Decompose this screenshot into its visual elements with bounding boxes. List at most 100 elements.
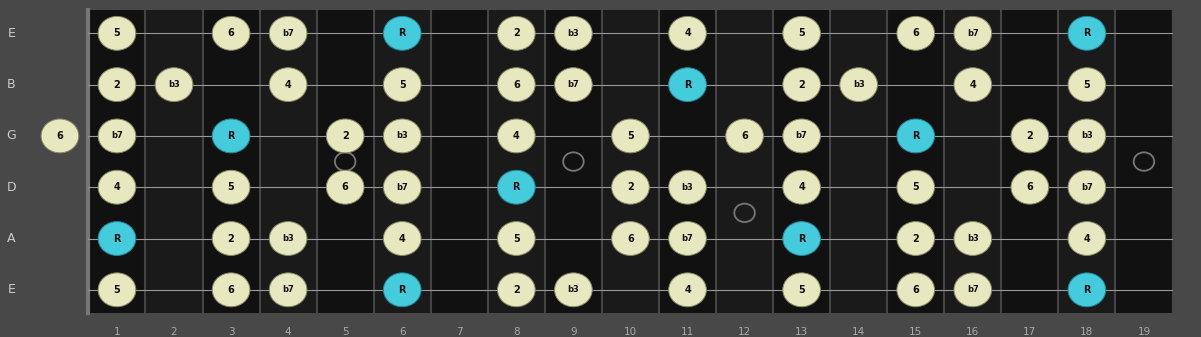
Text: 4: 4 bbox=[799, 182, 805, 192]
Text: 6: 6 bbox=[56, 131, 64, 141]
Text: 4: 4 bbox=[285, 80, 292, 90]
Text: 5: 5 bbox=[627, 131, 634, 141]
Text: 6: 6 bbox=[913, 285, 919, 295]
Text: b7: b7 bbox=[967, 285, 979, 294]
Ellipse shape bbox=[1068, 119, 1106, 153]
Ellipse shape bbox=[213, 17, 250, 50]
Text: 9: 9 bbox=[570, 327, 576, 337]
Ellipse shape bbox=[1068, 68, 1106, 101]
Ellipse shape bbox=[1011, 119, 1048, 153]
Ellipse shape bbox=[783, 273, 820, 307]
Text: 5: 5 bbox=[799, 285, 805, 295]
Text: R: R bbox=[513, 182, 520, 192]
Text: b3: b3 bbox=[568, 29, 579, 38]
Text: 5: 5 bbox=[513, 234, 520, 244]
Ellipse shape bbox=[783, 170, 820, 204]
Text: R: R bbox=[1083, 285, 1091, 295]
Text: 13: 13 bbox=[795, 327, 808, 337]
Text: R: R bbox=[912, 131, 920, 141]
Text: 15: 15 bbox=[909, 327, 922, 337]
Bar bbox=[145, 10, 203, 313]
Text: 2: 2 bbox=[799, 80, 805, 90]
Ellipse shape bbox=[669, 17, 706, 50]
Text: 8: 8 bbox=[513, 327, 520, 337]
Bar bbox=[773, 10, 830, 313]
Ellipse shape bbox=[269, 222, 307, 255]
Ellipse shape bbox=[897, 170, 934, 204]
Ellipse shape bbox=[383, 119, 422, 153]
Text: b3: b3 bbox=[853, 80, 865, 89]
Text: 6: 6 bbox=[513, 80, 520, 90]
Text: 2: 2 bbox=[114, 80, 120, 90]
Bar bbox=[1116, 10, 1172, 313]
Text: 5: 5 bbox=[342, 327, 348, 337]
Ellipse shape bbox=[611, 119, 650, 153]
Ellipse shape bbox=[269, 273, 307, 307]
Bar bbox=[89, 10, 1172, 313]
Ellipse shape bbox=[954, 17, 992, 50]
Text: R: R bbox=[227, 131, 235, 141]
Bar bbox=[317, 10, 374, 313]
Text: b3: b3 bbox=[967, 234, 979, 243]
Text: 5: 5 bbox=[913, 182, 919, 192]
Ellipse shape bbox=[383, 222, 422, 255]
Ellipse shape bbox=[1011, 170, 1048, 204]
Text: b7: b7 bbox=[568, 80, 579, 89]
Text: 5: 5 bbox=[114, 285, 120, 295]
Text: 4: 4 bbox=[1083, 234, 1091, 244]
Text: 1: 1 bbox=[114, 327, 120, 337]
Bar bbox=[888, 10, 944, 313]
Bar bbox=[830, 10, 888, 313]
Text: b7: b7 bbox=[282, 285, 294, 294]
Text: 6: 6 bbox=[228, 285, 234, 295]
Bar bbox=[944, 10, 1002, 313]
Text: 6: 6 bbox=[627, 234, 634, 244]
Text: b3: b3 bbox=[682, 183, 693, 192]
Ellipse shape bbox=[1068, 273, 1106, 307]
Ellipse shape bbox=[497, 222, 536, 255]
Ellipse shape bbox=[155, 68, 193, 101]
Ellipse shape bbox=[383, 17, 422, 50]
Ellipse shape bbox=[897, 119, 934, 153]
Ellipse shape bbox=[611, 222, 650, 255]
Ellipse shape bbox=[839, 68, 878, 101]
Text: b7: b7 bbox=[967, 29, 979, 38]
Text: 12: 12 bbox=[737, 327, 751, 337]
Text: 4: 4 bbox=[685, 285, 691, 295]
Text: B: B bbox=[7, 78, 16, 91]
Text: 18: 18 bbox=[1080, 327, 1094, 337]
Ellipse shape bbox=[783, 222, 820, 255]
Ellipse shape bbox=[383, 68, 422, 101]
Text: b7: b7 bbox=[282, 29, 294, 38]
Text: R: R bbox=[1083, 28, 1091, 38]
Text: 10: 10 bbox=[623, 327, 637, 337]
Text: b3: b3 bbox=[568, 285, 579, 294]
Ellipse shape bbox=[41, 119, 79, 153]
Text: 5: 5 bbox=[399, 80, 406, 90]
Ellipse shape bbox=[497, 17, 536, 50]
Text: 2: 2 bbox=[342, 131, 348, 141]
Bar bbox=[203, 10, 259, 313]
Ellipse shape bbox=[555, 17, 592, 50]
Ellipse shape bbox=[555, 273, 592, 307]
Ellipse shape bbox=[98, 273, 136, 307]
Ellipse shape bbox=[383, 273, 422, 307]
Text: 6: 6 bbox=[342, 182, 348, 192]
Text: 5: 5 bbox=[228, 182, 234, 192]
Text: R: R bbox=[399, 285, 406, 295]
Text: 4: 4 bbox=[513, 131, 520, 141]
Text: b7: b7 bbox=[1081, 183, 1093, 192]
Ellipse shape bbox=[497, 119, 536, 153]
Ellipse shape bbox=[725, 119, 764, 153]
Bar bbox=[545, 10, 602, 313]
Text: b3: b3 bbox=[1081, 131, 1093, 141]
Ellipse shape bbox=[669, 273, 706, 307]
Text: 5: 5 bbox=[114, 28, 120, 38]
Ellipse shape bbox=[497, 273, 536, 307]
Text: 2: 2 bbox=[513, 28, 520, 38]
Text: 4: 4 bbox=[399, 234, 406, 244]
Ellipse shape bbox=[383, 170, 422, 204]
Text: R: R bbox=[399, 28, 406, 38]
Ellipse shape bbox=[783, 68, 820, 101]
Bar bbox=[259, 10, 317, 313]
